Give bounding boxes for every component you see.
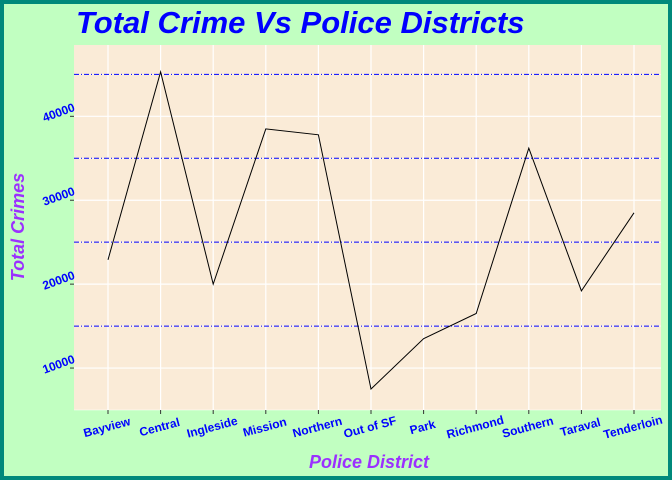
- series-line: [107, 69, 635, 391]
- y-tick-label: 40000: [41, 100, 77, 125]
- y-axis-ticks: 10000 20000 30000 40000: [41, 100, 77, 376]
- x-tick-label: Central: [138, 415, 182, 439]
- x-axis-title: Police District: [309, 452, 430, 472]
- x-tick-label: Bayview: [82, 414, 133, 440]
- y-axis-title: Total Crimes: [8, 173, 28, 281]
- y-tick-label: 10000: [41, 352, 77, 377]
- x-tick-label: Tenderloin: [602, 413, 664, 442]
- x-tick-label: Richmond: [445, 413, 505, 442]
- plot-panel: [74, 45, 661, 410]
- x-tick-label: Park: [408, 417, 437, 437]
- x-tick-label: Southern: [501, 414, 556, 441]
- y-tick-label: 20000: [41, 268, 77, 293]
- x-axis-ticks: Bayview Central Ingleside Mission NorthernOu…: [82, 410, 664, 442]
- reference-lines: [74, 73, 661, 327]
- x-tick-label: Taraval: [559, 415, 602, 439]
- x-tick-label: Ingleside: [185, 414, 239, 441]
- x-tick-label: Northern: [291, 414, 344, 441]
- x-tick-label: Mission: [241, 415, 288, 440]
- y-tick-label: 30000: [41, 184, 77, 209]
- x-tick-label: Out of SF: [342, 413, 398, 440]
- chart-title: Total Crime Vs Police Districts: [76, 5, 525, 40]
